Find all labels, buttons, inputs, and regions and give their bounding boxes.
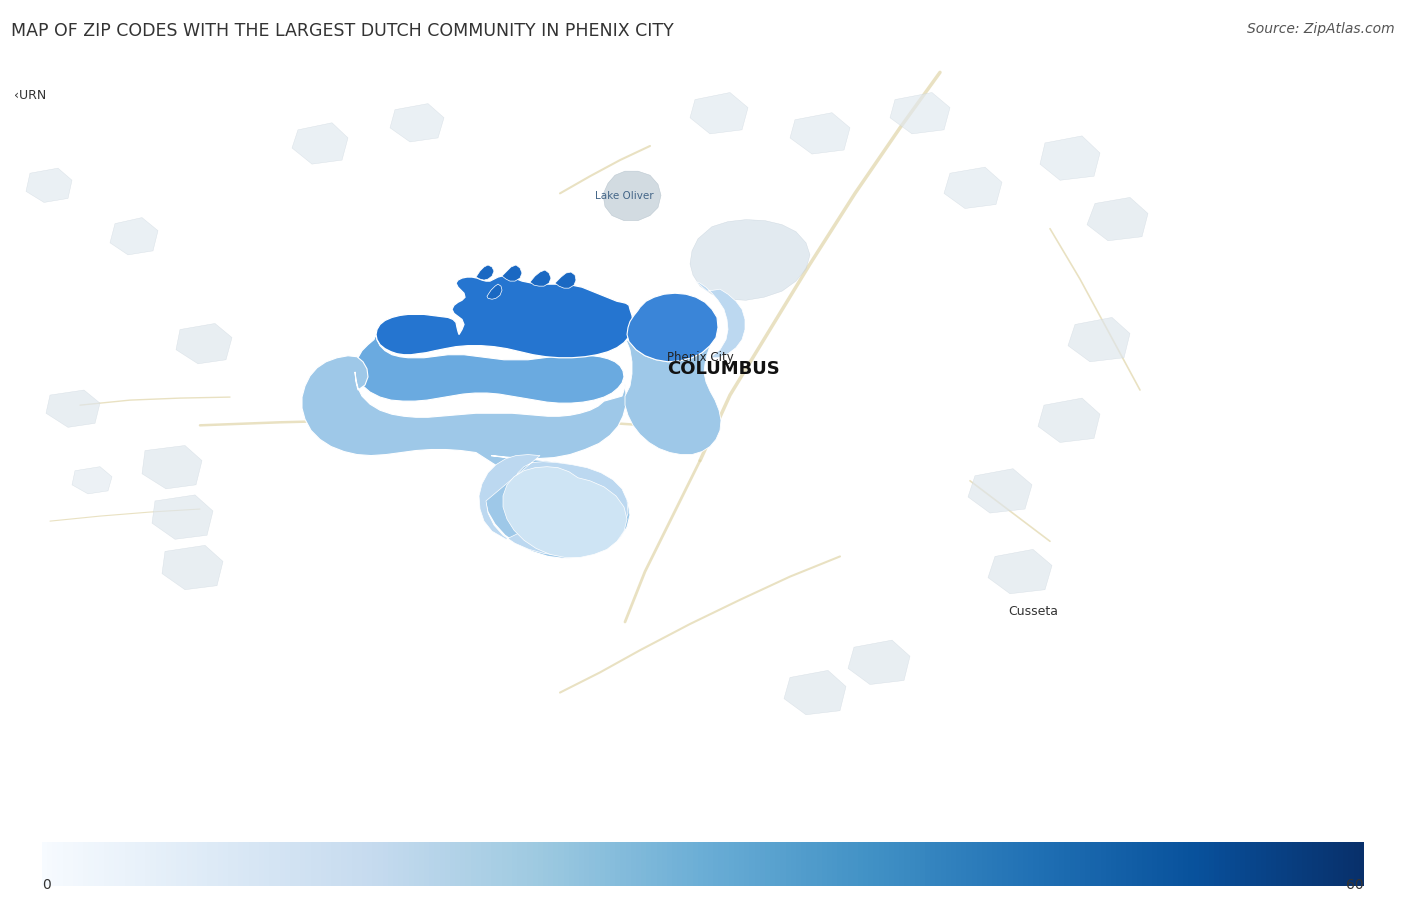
Polygon shape [479, 455, 628, 556]
Polygon shape [690, 93, 748, 134]
Polygon shape [848, 640, 910, 684]
Polygon shape [110, 218, 157, 255]
Text: Lake Oliver: Lake Oliver [595, 191, 654, 201]
Polygon shape [627, 293, 718, 361]
Polygon shape [477, 265, 494, 280]
Polygon shape [356, 334, 624, 403]
Polygon shape [626, 340, 721, 455]
Polygon shape [967, 468, 1032, 513]
Polygon shape [890, 93, 950, 134]
Polygon shape [1087, 198, 1149, 241]
Polygon shape [162, 546, 224, 590]
Polygon shape [530, 270, 551, 286]
Text: ‹URN: ‹URN [14, 90, 46, 102]
Polygon shape [555, 272, 576, 289]
Text: Cusseta: Cusseta [1008, 605, 1057, 619]
Polygon shape [695, 281, 745, 358]
Polygon shape [690, 219, 810, 300]
Polygon shape [502, 265, 522, 281]
Polygon shape [142, 446, 202, 489]
Polygon shape [302, 356, 630, 558]
Text: COLUMBUS: COLUMBUS [666, 360, 780, 378]
Text: 0: 0 [42, 877, 51, 892]
Polygon shape [152, 495, 212, 539]
Polygon shape [943, 167, 1002, 209]
Polygon shape [1040, 136, 1099, 181]
Text: 60: 60 [1346, 877, 1364, 892]
Polygon shape [375, 276, 633, 358]
Polygon shape [46, 390, 100, 427]
Text: MAP OF ZIP CODES WITH THE LARGEST DUTCH COMMUNITY IN PHENIX CITY: MAP OF ZIP CODES WITH THE LARGEST DUTCH … [11, 22, 673, 40]
Polygon shape [1038, 398, 1099, 442]
Polygon shape [486, 284, 502, 299]
Polygon shape [603, 171, 661, 220]
Text: Phenix City: Phenix City [666, 351, 734, 364]
Polygon shape [785, 671, 846, 715]
Polygon shape [503, 467, 627, 557]
Polygon shape [988, 549, 1052, 593]
Text: Source: ZipAtlas.com: Source: ZipAtlas.com [1247, 22, 1395, 37]
Polygon shape [292, 123, 349, 165]
Polygon shape [72, 467, 112, 494]
Polygon shape [176, 324, 232, 364]
Polygon shape [790, 112, 851, 154]
Polygon shape [25, 168, 72, 202]
Polygon shape [1069, 317, 1130, 361]
Polygon shape [389, 103, 444, 142]
